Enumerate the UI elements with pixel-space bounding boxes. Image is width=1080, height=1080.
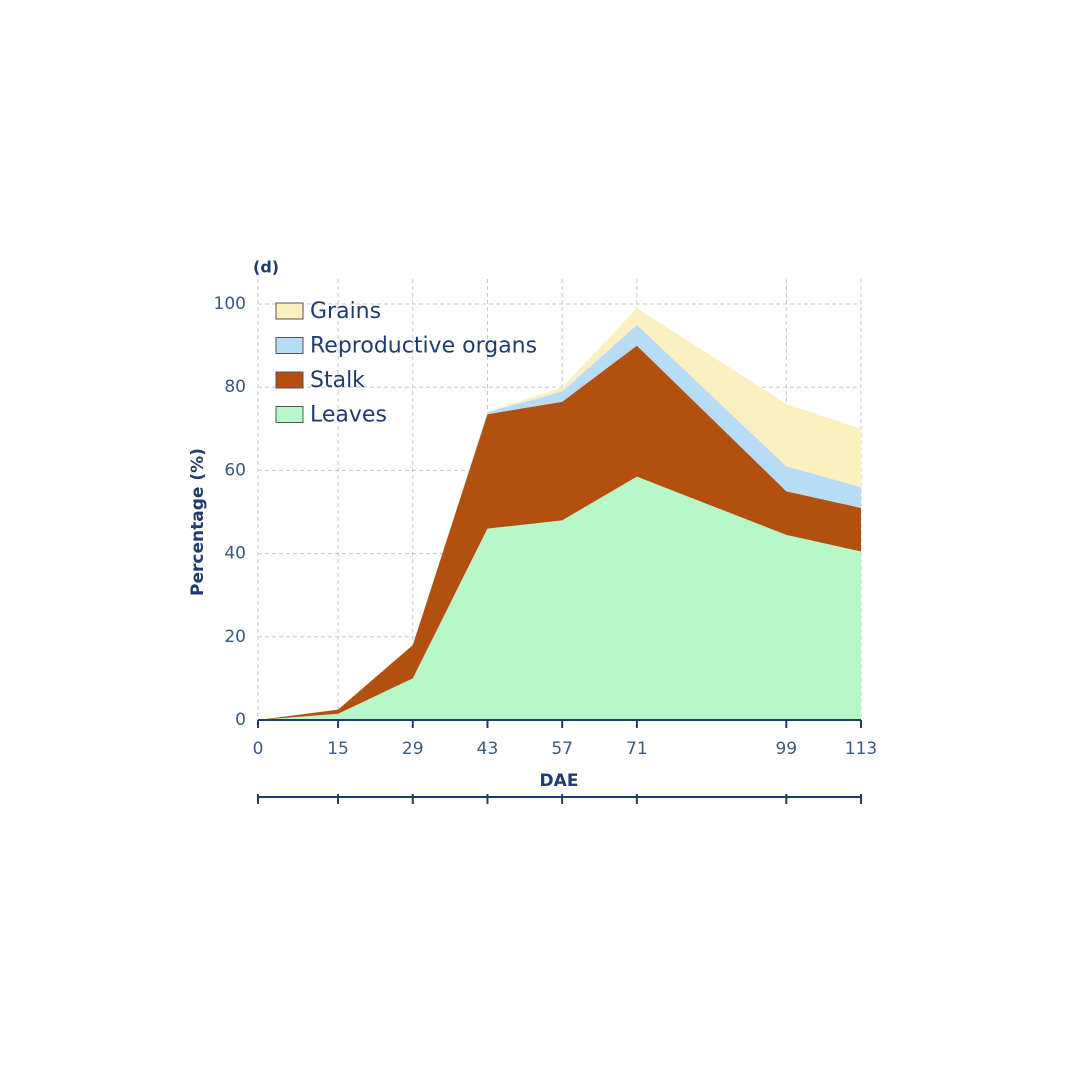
legend-swatch [275,406,304,423]
legend-label: Reproductive organs [310,334,537,359]
x-tick-label: 99 [775,739,797,759]
chart-title: (d) [253,258,279,277]
area [258,345,861,720]
y-axis-label: Percentage (%) [188,448,208,596]
legend-label: Grains [310,299,381,324]
y-tick-label: 0 [235,710,246,730]
x-tick-label: 15 [327,739,349,759]
legend-swatch [275,302,304,320]
x-tick-label: 113 [845,739,877,759]
x-axis-label: DAE [540,771,579,791]
x-tick-label: 71 [626,739,648,759]
x-tick-label: 57 [551,739,573,759]
y-tick-label: 80 [224,377,246,397]
x-tick-label: 43 [477,739,499,759]
x-tick-label: 29 [402,739,424,759]
x-tick-label: 0 [253,739,264,759]
y-tick-label: 20 [224,627,246,647]
legend-label: Leaves [310,403,387,428]
y-tick-label: 40 [224,544,246,564]
area [258,308,861,720]
legend-swatch [275,337,304,354]
y-tick-label: 60 [224,460,246,480]
legend-label: Stalk [310,368,365,393]
legend-swatch [275,371,304,389]
y-tick-label: 100 [214,294,246,314]
area [258,476,861,720]
